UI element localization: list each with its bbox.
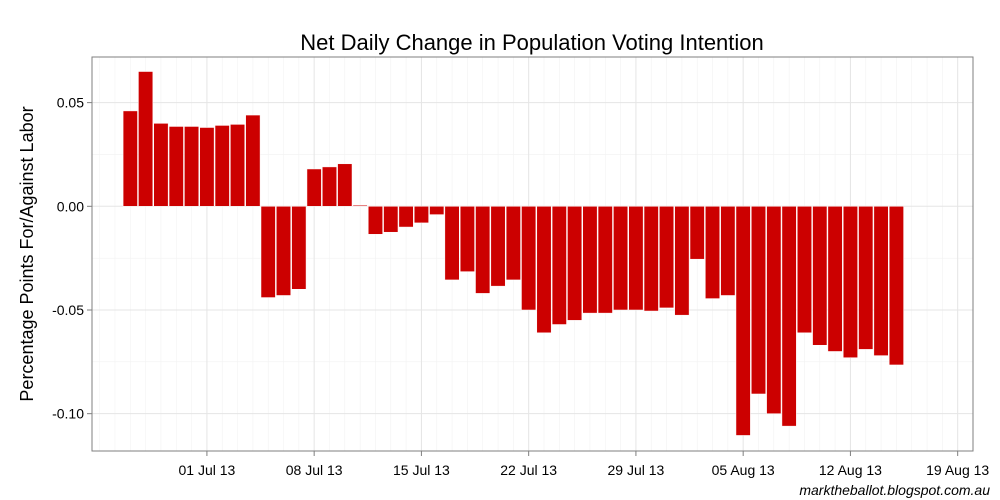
bar bbox=[842, 206, 858, 358]
x-tick-label: 22 Jul 13 bbox=[500, 462, 557, 478]
bar bbox=[138, 71, 154, 207]
bar bbox=[797, 206, 812, 334]
bar bbox=[597, 206, 613, 314]
bar bbox=[352, 205, 368, 207]
bar bbox=[888, 206, 904, 366]
bar bbox=[567, 206, 583, 321]
credit-text: marktheballot.blogspot.com.au bbox=[799, 482, 990, 498]
panel-border bbox=[91, 56, 974, 452]
y-tick-label: -0.10 bbox=[52, 406, 84, 422]
y-tick-label: 0.05 bbox=[57, 95, 84, 111]
y-tick-label: -0.05 bbox=[52, 302, 84, 318]
bar bbox=[766, 206, 782, 414]
bar bbox=[827, 206, 843, 352]
bar bbox=[582, 206, 598, 314]
y-axis-label: Percentage Points For/Against Labor bbox=[17, 106, 37, 401]
bar bbox=[490, 206, 506, 287]
bar bbox=[674, 206, 690, 316]
bar bbox=[705, 206, 720, 299]
bar bbox=[444, 206, 460, 281]
x-tick-label: 15 Jul 13 bbox=[393, 462, 450, 478]
bar bbox=[643, 206, 659, 312]
bar bbox=[475, 206, 491, 294]
bar bbox=[505, 206, 521, 281]
bar bbox=[398, 206, 414, 228]
bar bbox=[536, 206, 552, 334]
bar bbox=[735, 206, 751, 436]
bar bbox=[322, 166, 337, 207]
bar bbox=[873, 206, 889, 356]
bar bbox=[628, 206, 644, 311]
x-tick-label: 05 Aug 13 bbox=[712, 462, 775, 478]
x-tick-label: 19 Aug 13 bbox=[926, 462, 989, 478]
bar bbox=[199, 127, 215, 207]
bar bbox=[613, 206, 629, 311]
bar bbox=[337, 163, 353, 207]
bar bbox=[659, 206, 675, 309]
bar bbox=[368, 206, 383, 235]
x-axis: 01 Jul 13 08 Jul 13 15 Jul 13 22 Jul 13 29 J… bbox=[178, 451, 989, 478]
bar bbox=[245, 114, 261, 207]
bar bbox=[306, 168, 322, 207]
bars bbox=[122, 71, 904, 436]
bar bbox=[214, 125, 230, 207]
bar bbox=[521, 206, 537, 311]
bar bbox=[230, 124, 246, 207]
bar bbox=[858, 206, 874, 350]
bar bbox=[153, 123, 169, 207]
x-tick-label: 08 Jul 13 bbox=[286, 462, 343, 478]
bar bbox=[383, 206, 399, 233]
bar bbox=[260, 206, 276, 298]
bar bbox=[781, 206, 797, 427]
x-tick-label: 01 Jul 13 bbox=[178, 462, 235, 478]
x-tick-label: 29 Jul 13 bbox=[608, 462, 665, 478]
bar bbox=[751, 206, 766, 395]
bar bbox=[812, 206, 828, 346]
y-axis: 0.05 0.00 -0.05 -0.10 bbox=[52, 95, 92, 422]
bar bbox=[168, 126, 184, 207]
bar bbox=[291, 206, 307, 290]
bar bbox=[689, 206, 705, 260]
bar bbox=[459, 206, 475, 272]
bar bbox=[551, 206, 567, 325]
bar bbox=[276, 206, 291, 296]
bar bbox=[413, 206, 429, 224]
chart-title: Net Daily Change in Population Voting In… bbox=[300, 30, 764, 55]
bar bbox=[184, 126, 200, 207]
x-tick-label: 12 Aug 13 bbox=[819, 462, 882, 478]
bar bbox=[429, 206, 445, 215]
bar bbox=[720, 206, 736, 296]
bar bbox=[122, 110, 138, 207]
y-tick-label: 0.00 bbox=[57, 198, 84, 214]
